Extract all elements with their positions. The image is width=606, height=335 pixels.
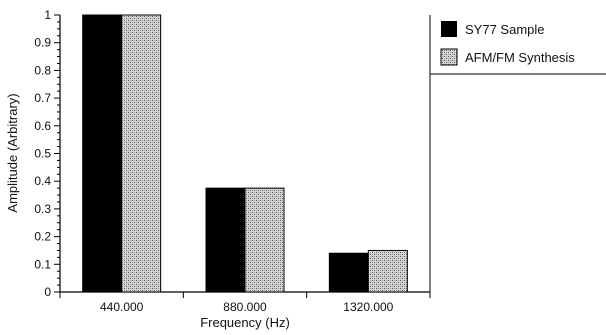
x-axis-title: Frequency (Hz) (200, 315, 290, 330)
y-tick-label-0-7: 0.7 (34, 91, 51, 105)
legend-swatch-afm-fm-synthesis (440, 48, 458, 66)
x-tick-label-880-000: 880.000 (223, 300, 267, 314)
y-tick-label-0-8: 0.8 (34, 63, 51, 77)
bar-afm-fm-synthesis-880-000 (244, 187, 285, 293)
bars-group (82, 14, 408, 293)
y-axis-ticks: 0 0.1 0.2 0.3 0.4 0.5 0.6 0.7 0.8 0.9 1 (34, 8, 60, 299)
legend-swatch-sy77-sample (441, 21, 457, 37)
x-tick-label-440-000: 440.000 (100, 300, 144, 314)
legend-label-afm-fm-synthesis: AFM/FM Synthesis (465, 50, 575, 65)
bar-sy77-sample-1320-000 (328, 252, 369, 293)
legend: SY77 Sample AFM/FM Synthesis (429, 15, 606, 75)
y-tick-label-0-3: 0.3 (34, 202, 51, 216)
y-tick-label-0-5: 0.5 (34, 147, 51, 161)
y-tick-label-0: 0 (44, 285, 51, 299)
bar-afm-fm-synthesis-440-000 (121, 14, 162, 293)
y-axis-title: Amplitude (Arbitrary) (5, 93, 20, 212)
y-tick-label-0-9: 0.9 (34, 36, 51, 50)
x-tick-label-1320-000: 1320.000 (343, 300, 393, 314)
y-tick-label-0-2: 0.2 (34, 230, 51, 244)
bar-sy77-sample-880-000 (205, 187, 246, 293)
legend-label-sy77-sample: SY77 Sample (465, 22, 545, 37)
y-tick-label-0-1: 0.1 (34, 257, 51, 271)
bar-sy77-sample-440-000 (82, 14, 123, 293)
y-tick-label-0-6: 0.6 (34, 119, 51, 133)
x-axis-ticks: 440.000 880.000 1320.000 (59, 292, 431, 314)
y-tick-label-0-4: 0.4 (34, 174, 51, 188)
bar-afm-fm-synthesis-1320-000 (367, 249, 408, 293)
y-tick-label-1: 1 (44, 8, 51, 22)
